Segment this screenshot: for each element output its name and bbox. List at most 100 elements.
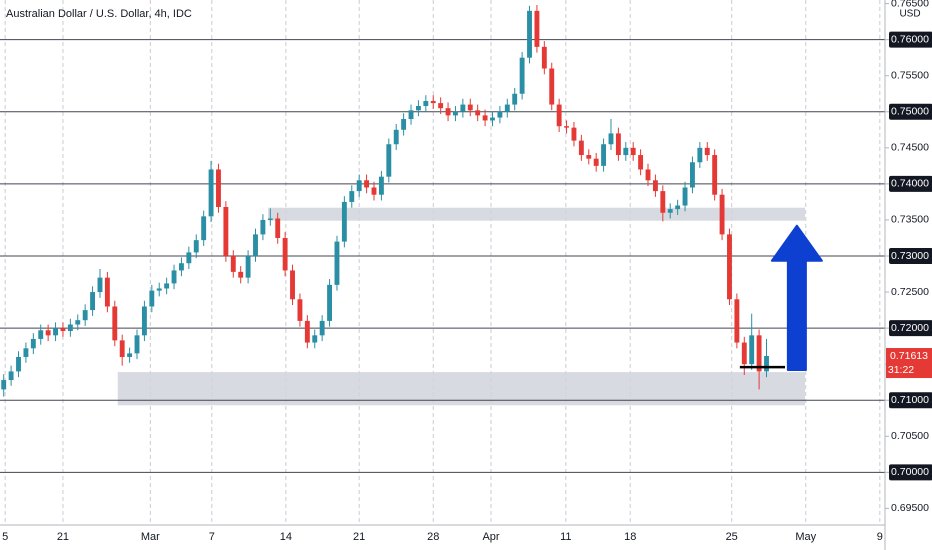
candle-body (216, 169, 221, 207)
candle-body (178, 263, 184, 271)
arrow (770, 224, 823, 371)
candle-body (549, 68, 555, 105)
candle-body (741, 342, 747, 365)
y-tick-label: 0.75000 (891, 106, 929, 118)
x-tick-label: 21 (353, 531, 365, 543)
candle-body (349, 191, 355, 202)
candle-body (601, 144, 607, 166)
candle-body (445, 108, 451, 116)
candle-body (675, 205, 681, 210)
candle-body (690, 162, 695, 188)
candle-body (423, 100, 429, 107)
level-label-box (889, 320, 932, 337)
candle-body (667, 209, 673, 213)
candle-body (512, 93, 518, 105)
candle-body (704, 147, 710, 156)
x-tick-label: 18 (624, 531, 636, 543)
candle-body (290, 270, 295, 300)
candle-body (571, 127, 577, 141)
candle-body (104, 277, 110, 307)
candle-body (149, 290, 155, 307)
candle-body (415, 106, 421, 111)
candle-body (564, 126, 569, 128)
candle-body (615, 133, 621, 156)
candle-body (527, 10, 532, 58)
candle-body (230, 256, 236, 272)
price-scale (885, 0, 932, 550)
candle-body (578, 140, 584, 156)
candle-body (60, 328, 66, 332)
candle-body (304, 320, 310, 343)
x-tick-label: 11 (560, 531, 571, 543)
candle-body (393, 129, 399, 145)
candle-body (401, 118, 407, 130)
candle-body (734, 299, 740, 343)
candle-body (593, 158, 599, 166)
y-tick-label: 0.72500 (891, 286, 929, 298)
candle-body (652, 180, 658, 192)
candle-body (8, 371, 14, 381)
candle-body (467, 104, 473, 111)
candle-body (245, 256, 251, 278)
candle-body (386, 144, 392, 177)
candle-body (519, 57, 525, 94)
candle-body (319, 320, 325, 336)
candle-body (697, 147, 703, 163)
candle-body (756, 335, 762, 372)
candle-body (630, 147, 636, 156)
x-tick-label: 9 (877, 531, 883, 543)
x-tick-label: 7 (209, 531, 215, 543)
candle-body (282, 237, 288, 271)
candle-body (312, 335, 318, 343)
y-tick-label: 0.70000 (891, 466, 929, 478)
candle-body (719, 194, 725, 235)
candle-body (164, 283, 170, 289)
candle-body (75, 320, 81, 325)
candle-body (764, 356, 769, 372)
candle-body (541, 46, 547, 69)
candle-body (490, 117, 495, 121)
x-tick-label: Apr (482, 531, 499, 543)
candle-body (497, 111, 503, 118)
candle-body (712, 155, 718, 195)
candle-body (208, 169, 214, 217)
candle-body (186, 252, 192, 264)
x-tick-label: 21 (57, 531, 69, 543)
candle-body (660, 191, 666, 213)
x-tick-label: 14 (280, 531, 292, 543)
candle-body (334, 241, 340, 285)
x-tick-label: 25 (726, 531, 738, 543)
level-label-box (889, 464, 932, 481)
candle-body (327, 284, 333, 321)
price-label: 0.71613 (890, 350, 928, 362)
candle-body (297, 299, 303, 321)
candle-body (749, 335, 755, 365)
candle-body (504, 104, 510, 112)
candle-body (608, 133, 614, 145)
y-tick-label: 0.72000 (891, 322, 929, 334)
candle-body (38, 330, 44, 339)
candle-body (45, 330, 51, 336)
candle-body (438, 103, 444, 109)
candle-body (112, 306, 118, 341)
candle-body (682, 187, 688, 206)
chart-title: Australian Dollar / U.S. Dollar, 4h, IDC (6, 8, 192, 20)
candle-body (260, 219, 266, 235)
x-tick-label: May (795, 531, 816, 543)
candle-body (97, 277, 103, 293)
y-tick-label: 0.76500 (891, 0, 929, 9)
candle-body (371, 187, 377, 195)
candle-body (341, 201, 347, 242)
candle-body (119, 340, 125, 357)
candle-body (556, 104, 562, 127)
candle-body (275, 218, 281, 238)
level-label-box (889, 31, 932, 48)
x-tick-label: 5 (2, 531, 8, 543)
candle-body (453, 111, 458, 116)
candle-body (267, 218, 273, 220)
candle-body (23, 348, 29, 357)
candle-body (638, 155, 644, 170)
